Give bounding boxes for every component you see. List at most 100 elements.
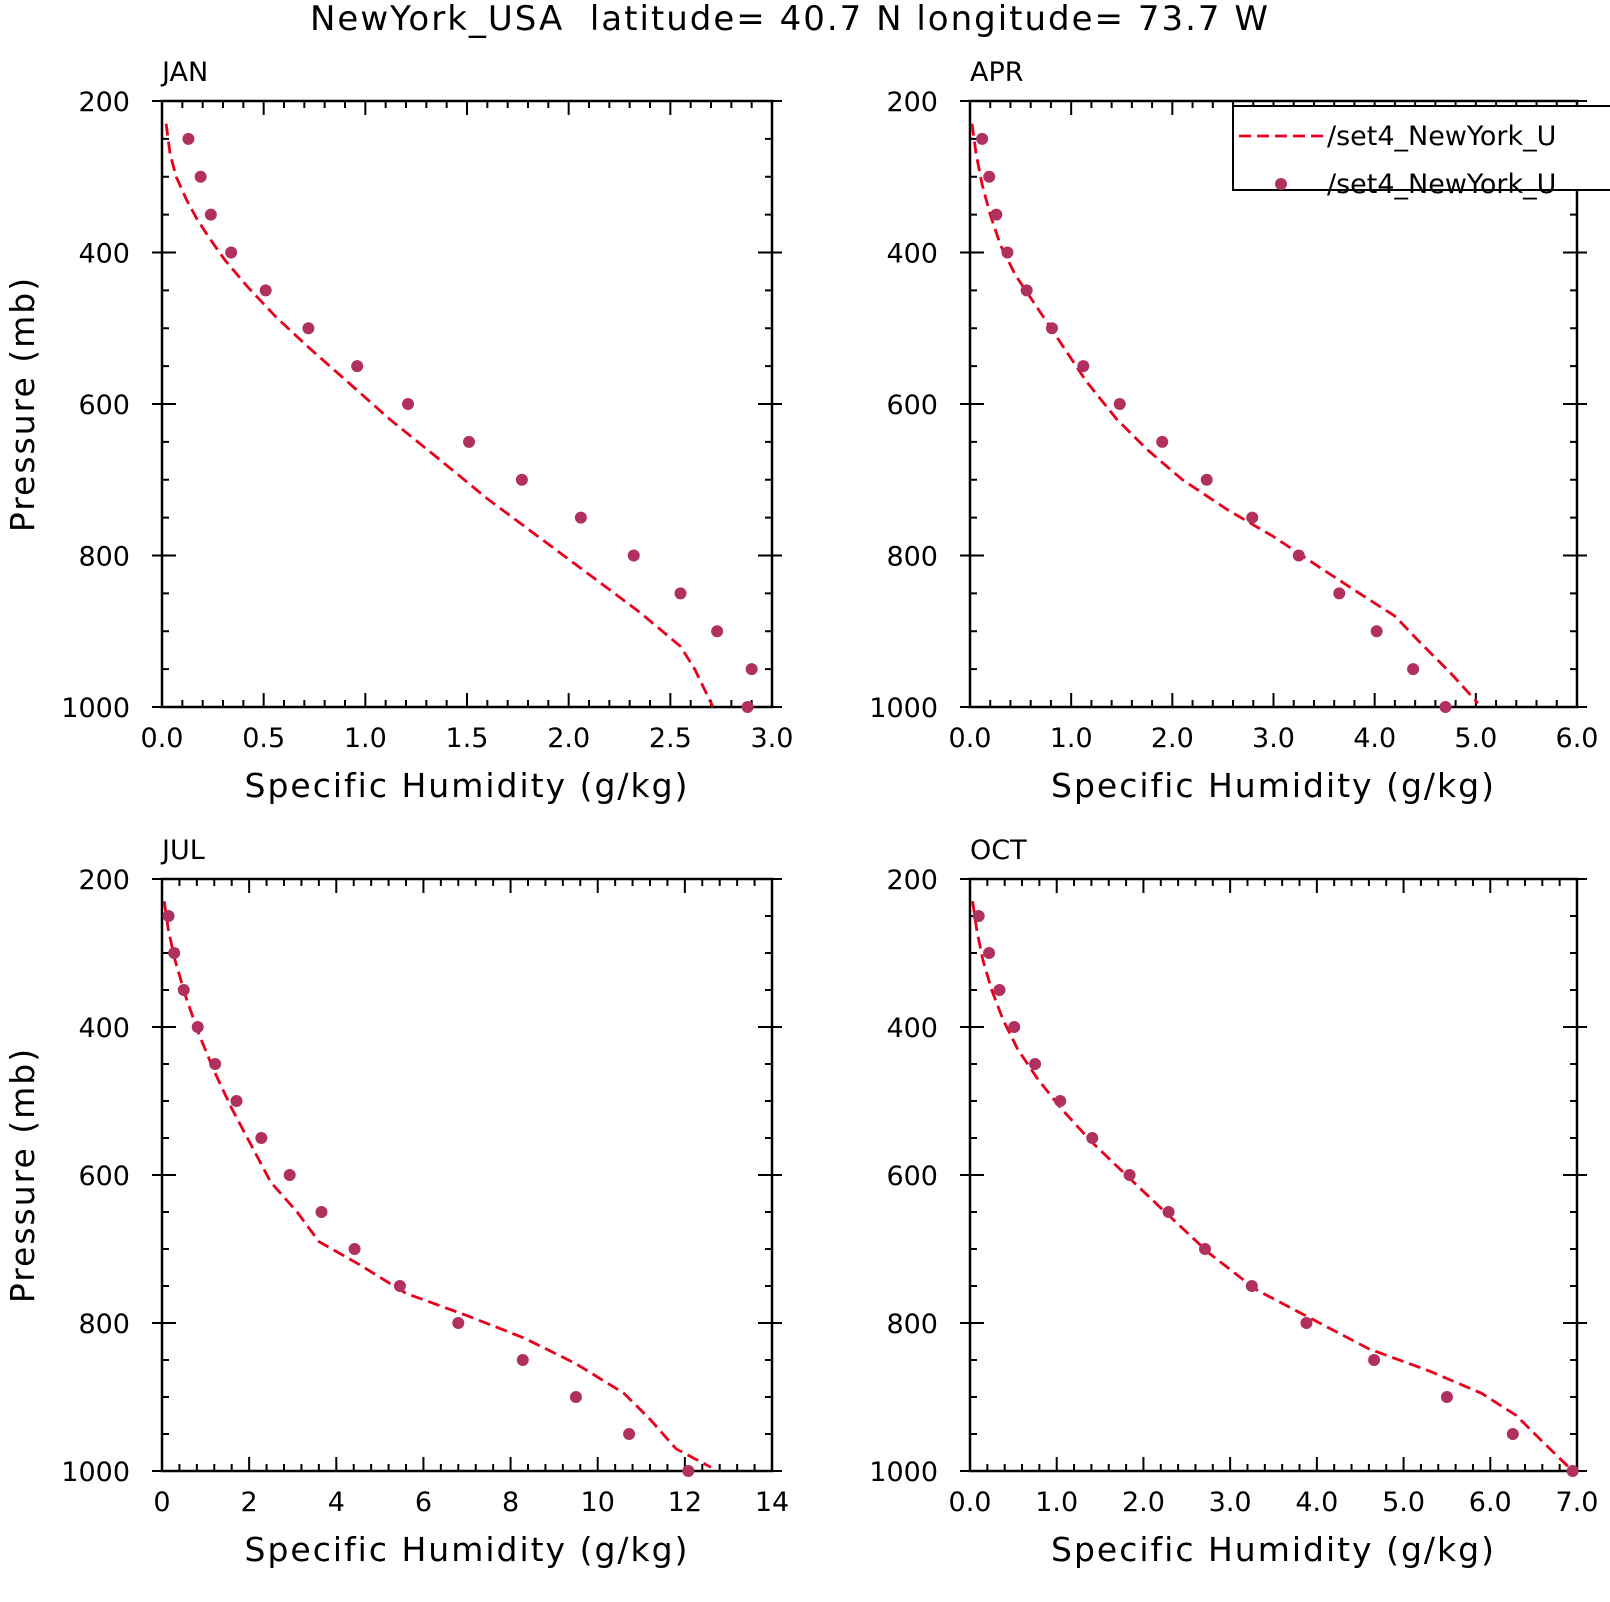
x-tick-label: 2.0 <box>547 723 590 754</box>
panel-label: JUL <box>160 835 205 866</box>
y-tick-label: 1000 <box>61 1457 130 1488</box>
data-point <box>225 246 238 259</box>
y-tick-label: 600 <box>78 1161 130 1192</box>
x-tick-label: 4 <box>328 1487 345 1518</box>
y-tick-label: 200 <box>886 87 938 118</box>
data-point <box>1200 473 1213 486</box>
data-point <box>463 435 476 448</box>
data-point <box>1001 246 1014 259</box>
data-point <box>283 1169 296 1181</box>
x-axis-label: Specific Humidity (g/kg) <box>245 766 690 805</box>
x-tick-label: 0.0 <box>949 1487 992 1518</box>
data-point <box>515 473 528 486</box>
x-tick-label: 8 <box>502 1487 519 1518</box>
data-point <box>209 1058 222 1070</box>
x-tick-label: 14 <box>755 1487 789 1518</box>
x-tick-label: 2.0 <box>1151 723 1194 754</box>
data-point <box>741 701 754 713</box>
figure-title: NewYork_USA latitude= 40.7 N longitude= … <box>310 0 1270 39</box>
data-point <box>574 511 587 524</box>
series-line-dashed <box>162 900 712 1469</box>
x-tick-label: 6.0 <box>1469 1487 1512 1518</box>
data-point <box>993 984 1006 996</box>
x-tick-label: 7.0 <box>1556 1487 1599 1518</box>
y-tick-label: 800 <box>886 1309 938 1340</box>
x-tick-label: 1.0 <box>1035 1487 1078 1518</box>
data-point <box>976 132 989 145</box>
x-tick-label: 6 <box>415 1487 432 1518</box>
data-point <box>1156 435 1169 448</box>
x-tick-label: 5.0 <box>1454 723 1497 754</box>
data-point <box>627 549 640 562</box>
x-tick-label: 12 <box>668 1487 702 1518</box>
data-point <box>1245 1280 1258 1292</box>
y-tick-label: 400 <box>78 239 130 270</box>
data-point <box>1162 1206 1175 1218</box>
panels: 0.0 0.5 1.0 1.5 2.0 2.5 3.0 200 400 600 800 1000 JAN… <box>3 57 1598 1569</box>
y-tick-label: 600 <box>886 1161 938 1192</box>
data-point <box>569 1391 582 1403</box>
data-point <box>682 1465 695 1477</box>
x-tick-label: 4.0 <box>1353 723 1396 754</box>
data-point <box>182 132 195 145</box>
legend: /set4_NewYork_U/set4_NewYork_U <box>1232 105 1610 200</box>
data-point <box>1439 701 1452 713</box>
data-point <box>302 322 315 335</box>
x-axis-label: Specific Humidity (g/kg) <box>1051 1530 1496 1569</box>
data-point <box>1054 1095 1067 1107</box>
x-tick-label: 3.0 <box>1209 1487 1252 1518</box>
data-point <box>194 170 207 183</box>
series-line-dashed <box>164 123 715 708</box>
data-point <box>162 910 175 922</box>
y-tick-label: 400 <box>886 239 938 270</box>
x-tick-label: 0.0 <box>141 723 184 754</box>
x-axis-label: Specific Humidity (g/kg) <box>245 1530 690 1569</box>
data-point <box>1407 663 1420 676</box>
x-tick-label: 2.0 <box>1122 1487 1165 1518</box>
data-point <box>983 170 996 183</box>
y-tick-label: 1000 <box>869 693 938 724</box>
data-point <box>1045 322 1058 335</box>
legend-dot-swatch <box>1275 178 1287 190</box>
data-point <box>402 398 415 410</box>
data-point <box>1300 1317 1313 1329</box>
data-point <box>1566 1465 1579 1477</box>
y-tick-label: 400 <box>886 1013 938 1044</box>
data-point <box>230 1095 243 1107</box>
legend-entry-label: /set4_NewYork_U <box>1327 121 1556 152</box>
data-point <box>259 284 272 297</box>
data-point <box>351 360 364 373</box>
data-point <box>255 1132 268 1144</box>
data-point <box>1440 1391 1453 1403</box>
y-axis-label: Pressure (mb) <box>3 276 42 532</box>
y-tick-label: 200 <box>78 87 130 118</box>
y-tick-label: 1000 <box>869 1457 938 1488</box>
x-tick-label: 0.5 <box>242 723 285 754</box>
x-tick-label: 1.5 <box>446 723 489 754</box>
data-point <box>1198 1243 1211 1255</box>
data-point <box>177 984 190 996</box>
data-point <box>168 947 181 959</box>
y-tick-label: 200 <box>886 865 938 896</box>
x-tick-label: 4.0 <box>1295 1487 1338 1518</box>
data-point <box>674 587 687 600</box>
x-tick-label: 3.0 <box>1252 723 1295 754</box>
series-line-dashed <box>971 900 1574 1473</box>
y-tick-label: 800 <box>78 542 130 573</box>
data-point <box>1029 1058 1042 1070</box>
y-tick-label: 200 <box>78 865 130 896</box>
x-tick-label: 2.5 <box>649 723 692 754</box>
data-point <box>204 208 217 221</box>
x-tick-label: 6.0 <box>1556 723 1599 754</box>
x-tick-label: 10 <box>581 1487 615 1518</box>
y-tick-label: 800 <box>78 1309 130 1340</box>
data-point <box>1113 398 1126 410</box>
data-point <box>745 663 758 676</box>
data-point <box>393 1280 406 1292</box>
plot-frame <box>968 877 1579 1473</box>
data-point <box>983 947 996 959</box>
data-point <box>1292 549 1305 562</box>
data-point <box>1077 360 1090 373</box>
panel-apr: 0.0 1.0 2.0 3.0 4.0 5.0 6.0 200 400 600 800 1000 APR… <box>869 57 1598 805</box>
